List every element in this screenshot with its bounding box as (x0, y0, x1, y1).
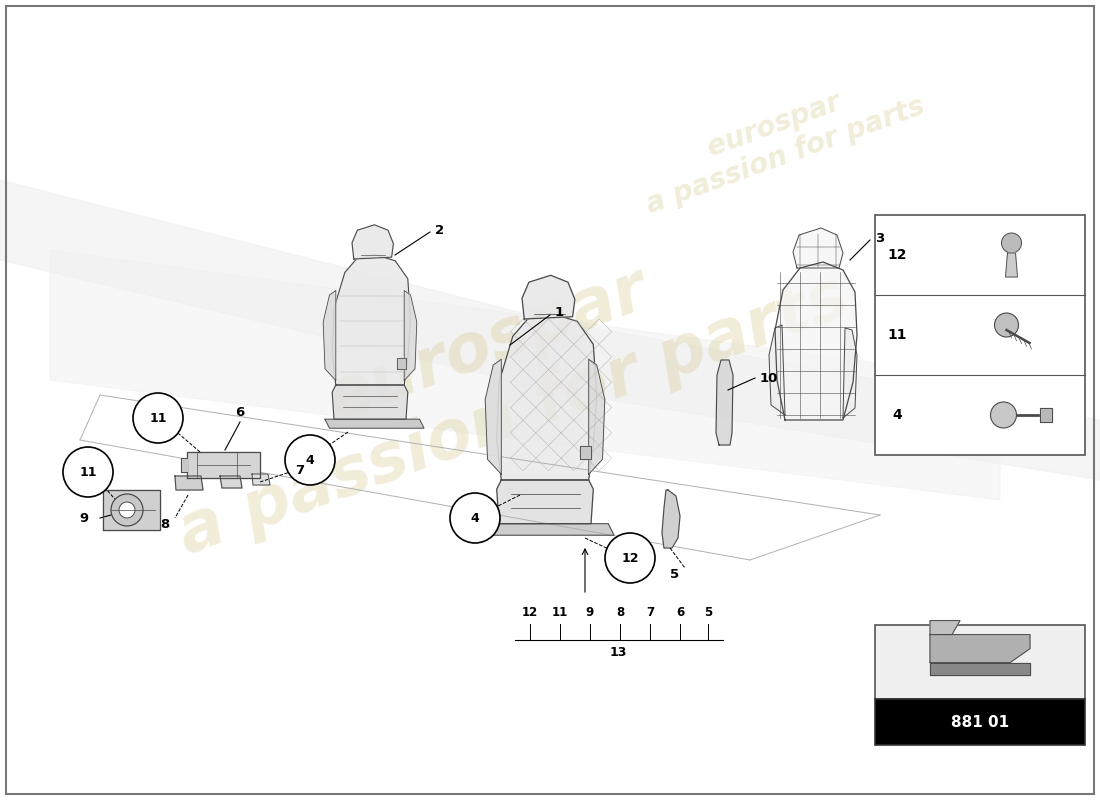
Polygon shape (175, 476, 204, 490)
Text: 1: 1 (556, 306, 564, 318)
Polygon shape (50, 250, 1000, 500)
Polygon shape (930, 634, 1030, 662)
Text: 11: 11 (888, 328, 906, 342)
Polygon shape (252, 474, 270, 485)
Polygon shape (793, 228, 843, 268)
Text: 10: 10 (760, 371, 779, 385)
Polygon shape (716, 360, 733, 445)
Text: 13: 13 (609, 646, 627, 658)
Circle shape (990, 402, 1016, 428)
Polygon shape (497, 314, 596, 480)
Polygon shape (404, 290, 417, 381)
Polygon shape (323, 290, 336, 381)
Polygon shape (497, 480, 593, 524)
Circle shape (605, 533, 654, 583)
FancyBboxPatch shape (874, 215, 1085, 455)
Text: 12: 12 (521, 606, 538, 618)
Polygon shape (1005, 253, 1018, 277)
Polygon shape (930, 621, 960, 634)
Circle shape (285, 435, 336, 485)
Text: 11: 11 (150, 411, 167, 425)
Text: 4: 4 (471, 511, 480, 525)
Text: 11: 11 (552, 606, 568, 618)
Polygon shape (352, 225, 394, 259)
Polygon shape (580, 446, 591, 459)
Polygon shape (776, 262, 857, 420)
Text: 8: 8 (161, 518, 169, 531)
Text: eurospar
a passion for parts: eurospar a passion for parts (143, 192, 857, 568)
Text: 6: 6 (235, 406, 244, 418)
Circle shape (63, 447, 113, 497)
Text: eurospar
a passion for parts: eurospar a passion for parts (631, 62, 928, 218)
FancyBboxPatch shape (874, 625, 1085, 699)
Text: 4: 4 (892, 408, 902, 422)
Polygon shape (588, 359, 605, 474)
Circle shape (450, 493, 500, 543)
Polygon shape (103, 490, 160, 530)
Circle shape (133, 393, 183, 443)
Circle shape (111, 494, 143, 526)
Polygon shape (843, 328, 857, 418)
Polygon shape (332, 385, 408, 419)
Text: 881 01: 881 01 (950, 714, 1009, 730)
Text: 9: 9 (79, 511, 88, 525)
Text: 5: 5 (670, 569, 680, 582)
Text: 2: 2 (434, 223, 444, 237)
Circle shape (119, 502, 135, 518)
Polygon shape (485, 359, 502, 474)
Polygon shape (769, 325, 785, 415)
Polygon shape (930, 662, 1030, 674)
Circle shape (1001, 233, 1022, 253)
Polygon shape (487, 524, 614, 535)
Text: 4: 4 (306, 454, 315, 466)
Polygon shape (662, 490, 680, 548)
Text: 7: 7 (646, 606, 654, 618)
Text: 11: 11 (79, 466, 97, 478)
Polygon shape (324, 419, 424, 428)
Polygon shape (332, 254, 410, 385)
Text: 6: 6 (675, 606, 684, 618)
Polygon shape (397, 358, 406, 369)
Text: 5: 5 (704, 606, 712, 618)
Text: 12: 12 (888, 248, 906, 262)
FancyBboxPatch shape (874, 699, 1085, 745)
Polygon shape (187, 452, 260, 478)
Circle shape (994, 313, 1019, 337)
Polygon shape (522, 275, 575, 319)
Polygon shape (1040, 408, 1052, 422)
Polygon shape (182, 458, 187, 472)
Text: 9: 9 (586, 606, 594, 618)
Polygon shape (220, 476, 242, 488)
Text: 3: 3 (874, 231, 884, 245)
Text: 7: 7 (295, 463, 304, 477)
Text: 12: 12 (621, 551, 639, 565)
Text: 8: 8 (616, 606, 624, 618)
